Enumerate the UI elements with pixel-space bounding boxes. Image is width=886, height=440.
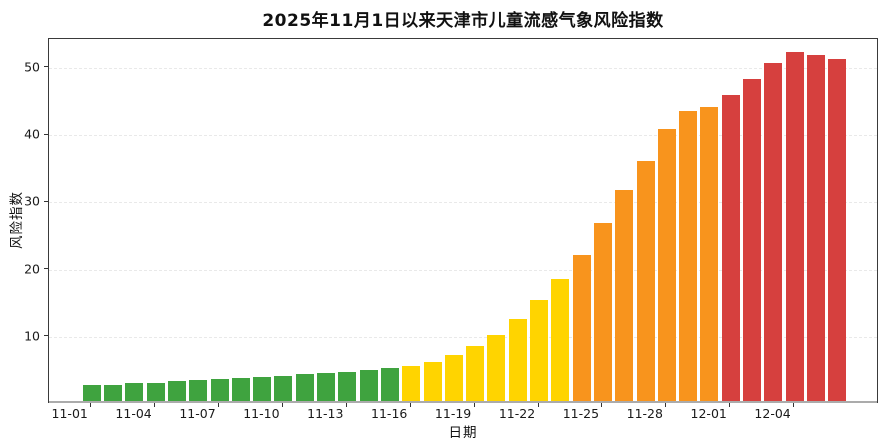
plot-area <box>48 38 878 403</box>
bar-11-04 <box>146 382 165 402</box>
y-tick-label-30: 30 <box>24 193 40 209</box>
bar-11-28 <box>657 129 676 402</box>
bar-11-21 <box>508 319 527 402</box>
bar-11-16 <box>402 366 421 402</box>
bar-11-15 <box>380 368 399 402</box>
x-tick-mark-11-04 <box>154 403 156 407</box>
bar-11-23 <box>551 279 570 402</box>
y-tick-mark-20 <box>44 268 48 270</box>
y-tick-mark-30 <box>44 200 48 202</box>
bar-12-03 <box>764 63 783 402</box>
bar-11-03 <box>125 383 144 402</box>
bar-11-26 <box>615 189 634 402</box>
x-tick-label-11-22: 11-22 <box>498 406 536 421</box>
bar-11-14 <box>359 370 378 402</box>
x-tick-mark-12-04 <box>793 403 795 407</box>
bar-11-29 <box>679 110 698 402</box>
x-tick-mark-11-10 <box>281 403 283 407</box>
bar-11-13 <box>338 371 357 402</box>
bar-11-05 <box>167 381 186 402</box>
x-axis-line <box>49 401 877 403</box>
bar-11-07 <box>210 379 229 402</box>
x-tick-mark-11-16 <box>409 403 411 407</box>
x-tick-mark-11-01 <box>90 403 92 407</box>
y-tick-mark-50 <box>44 66 48 68</box>
bar-11-22 <box>530 299 548 402</box>
gridline-30 <box>49 202 877 204</box>
bar-12-01 <box>721 94 740 402</box>
x-tick-mark-11-13 <box>345 403 347 407</box>
bar-11-01 <box>82 385 101 402</box>
bar-11-27 <box>636 160 655 402</box>
bar-11-17 <box>423 362 442 402</box>
x-tick-mark-12-01 <box>729 403 731 407</box>
x-tick-label-11-10: 11-10 <box>243 406 280 421</box>
x-tick-label-11-28: 11-28 <box>626 406 663 421</box>
x-tick-mark-11-28 <box>665 403 667 407</box>
gridline-50 <box>49 67 877 69</box>
x-tick-label-12-04: 12-04 <box>754 406 791 421</box>
bar-11-25 <box>593 222 612 402</box>
gridline-20 <box>49 269 877 271</box>
bar-11-09 <box>253 377 272 402</box>
gridline-10 <box>49 336 877 338</box>
bar-12-05 <box>806 55 825 402</box>
bar-11-10 <box>274 375 293 402</box>
bar-11-18 <box>444 354 463 402</box>
gridline-40 <box>49 135 877 137</box>
bar-12-02 <box>743 79 761 402</box>
x-tick-label-11-16: 11-16 <box>371 406 408 421</box>
bar-11-30 <box>700 106 719 402</box>
x-tick-label-12-01: 12-01 <box>690 406 727 421</box>
y-tick-label-10: 10 <box>24 328 40 344</box>
bar-11-06 <box>189 379 208 402</box>
y-tick-mark-10 <box>44 335 48 337</box>
x-tick-mark-11-07 <box>218 403 219 407</box>
x-tick-label-11-19: 11-19 <box>434 406 472 421</box>
bar-11-12 <box>317 373 335 402</box>
x-tick-label-11-07: 11-07 <box>179 406 216 421</box>
bar-12-06 <box>828 58 847 402</box>
x-tick-label-11-01: 11-01 <box>51 406 88 421</box>
x-axis-title: 日期 <box>448 425 478 440</box>
x-tick-label-11-13: 11-13 <box>307 406 344 421</box>
bar-11-08 <box>231 377 250 402</box>
bar-11-11 <box>295 374 314 402</box>
y-tick-label-20: 20 <box>24 261 40 277</box>
x-tick-label-11-25: 11-25 <box>562 406 600 421</box>
x-tick-mark-11-25 <box>601 403 603 407</box>
y-tick-mark-40 <box>44 133 48 135</box>
x-tick-mark-11-19 <box>473 403 475 407</box>
x-tick-mark-11-22 <box>537 403 539 407</box>
x-tick-label-11-04: 11-04 <box>115 406 152 421</box>
bar-11-20 <box>487 334 506 402</box>
y-tick-label-50: 50 <box>24 59 40 75</box>
bar-12-04 <box>785 52 804 402</box>
chart-title: 2025年11月1日以来天津市儿童流感气象风险指数 <box>262 11 664 31</box>
bar-11-02 <box>104 384 122 402</box>
bar-11-24 <box>572 254 591 402</box>
y-tick-label-40: 40 <box>24 126 40 142</box>
bar-11-19 <box>466 345 485 402</box>
